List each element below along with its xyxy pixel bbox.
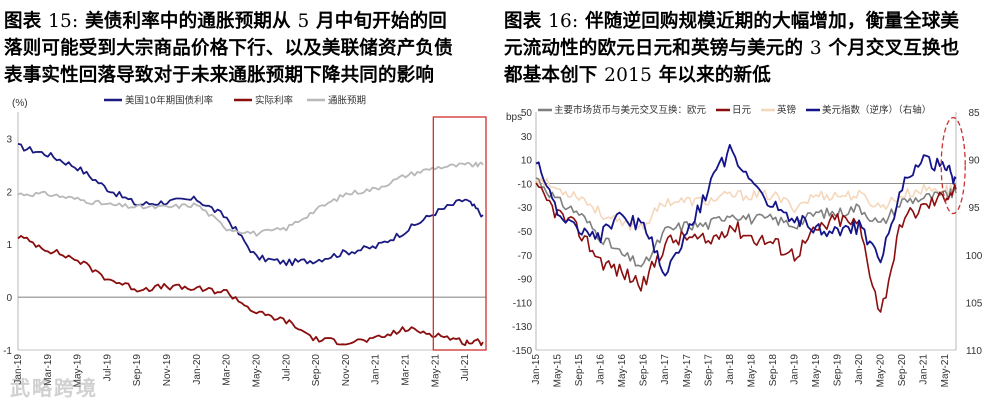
y-tick-label: 30 [521,132,533,143]
figure-15-title-line3: 表事实性回落导致对于未来通胀预期下降共同的影响 [4,65,435,86]
x-tick-label: May-15 [553,354,564,388]
figure-16-title-line1: 伴随逆回购规模近期的大幅增加，衡量全球美 [585,11,960,32]
x-tick-label: Sep-16 [639,354,650,387]
y2-tick-label: 90 [968,156,980,167]
figure-16-title: 图表 16: 伴随逆回购规模近期的大幅增加，衡量全球美 元流动性的欧元日元和英镑… [504,8,990,89]
x-tick-label: Jan-19 [789,354,800,385]
series-line [535,182,957,313]
x-tick-label: May-21 [940,354,951,388]
figure-16-panel: 图表 16: 伴随逆回购规模近期的大幅增加，衡量全球美 元流动性的欧元日元和英镑… [504,0,994,404]
x-tick-label: Sep-19 [132,354,143,387]
y-tick-label: 2 [6,187,12,198]
x-tick-label: May-18 [746,354,757,388]
y-tick-label: -30 [518,203,533,214]
x-tick-label: Jan-18 [725,354,736,385]
x-tick-label: Mar-21 [401,354,412,386]
x-tick-label: May-20 [251,354,262,388]
y-tick-label: 1 [6,240,12,251]
figure-16-title-year: 2015 [604,65,653,86]
figure-16-title-line3: 都基本创下 [504,65,598,86]
x-tick-label: May-21 [430,354,441,388]
legend-entry: 美元指数（逆序）（右轴） [822,104,931,116]
series-line [535,177,957,231]
figure-15-title: 图表 15: 美债利率中的通胀预期从 5 月中旬开始的回 落则可能受到大宗商品价… [4,8,490,89]
x-tick-label: May-19 [73,354,84,388]
figure-16-title-line2-tail: 个月交叉互换也 [828,38,960,59]
x-tick-label: Sep-20 [897,354,908,387]
figure-15-label: 图表 [4,11,42,32]
y-tick-label: -1 [3,346,12,357]
x-tick-label: Jan-16 [596,354,607,385]
y2-tick-label: 95 [968,203,980,214]
x-tick-label: Jul-20 [281,354,292,382]
y-tick-label: -70 [518,251,533,262]
series-line [17,161,484,237]
x-tick-label: Jul-21 [460,354,471,382]
chart-us-yields: (%) -1 0 1 2 3 Jan-19 Mar-19 May-19 Jul-19 Sep-19 N… [3,95,487,387]
y-tick-label: -90 [518,275,533,286]
x-tick-label: Jan-15 [531,354,542,385]
x-tick-label: Sep-15 [574,354,585,387]
y-tick-label: -150 [512,346,532,357]
x-tick-label: Jan-21 [919,354,930,385]
y2-tick-label: 85 [968,108,980,119]
y-axis-label: (%) [12,98,28,109]
x-tick-label: Jan-17 [660,354,671,385]
x-tick-label: May-16 [617,354,628,388]
x-tick-label: Jul-19 [102,354,113,382]
y-axis-label: bps [506,112,522,123]
series-line [535,143,957,277]
legend-entry: 通胀预期 [328,96,366,107]
legend-entry: 日元 [732,105,752,116]
x-tick-label: May-17 [682,354,693,388]
y2-tick-label: 100 [966,251,983,262]
figure-15-title-num: 5 [297,11,310,32]
figure-15-title-line2: 落则可能受到大宗商品价格下行、以及美联储资产负债 [4,38,453,59]
x-tick-label: Jan-19 [13,354,24,385]
figure-15-title-line1: 美债利率中的通胀预期从 [85,11,291,32]
highlight-box [432,116,487,351]
legend-title: 主要市场货币与美元交叉互换：欧元 [554,104,707,116]
figure-15-number: 15: [48,11,79,32]
x-tick-label: Nov-20 [341,354,352,387]
series-line [17,235,484,347]
figure-16-title-num: 3 [809,38,822,59]
figure-16-number: 16: [548,11,579,32]
x-tick-label: May-20 [876,354,887,388]
y2-tick-label: 110 [966,346,982,357]
y-tick-label: 3 [6,134,12,145]
x-tick-label: Jan-20 [854,354,865,385]
x-tick-label: Sep-20 [311,354,322,387]
x-tick-label: Sep-18 [768,354,779,387]
legend-entry: 英镑 [777,104,796,116]
x-tick-label: Jan-21 [371,354,382,385]
y-tick-label: 50 [521,108,533,119]
x-tick-label: May-19 [811,354,822,388]
figure-16-title-line3-tail: 年以来的新低 [658,65,771,86]
x-tick-label: Mar-19 [43,354,54,386]
x-tick-label: Sep-19 [833,354,844,387]
y-tick-label: -50 [518,227,533,238]
y-tick-label: -10 [518,179,533,190]
y-tick-label: -110 [513,298,533,309]
y-tick-label: -130 [512,322,532,333]
watermark-logo: 武略跨境 [10,376,98,400]
x-tick-label: Nov-19 [162,354,173,387]
series-line [17,143,484,267]
x-tick-label: Jan-20 [192,354,203,385]
y-tick-label: 10 [521,156,533,167]
y2-tick-label: 105 [966,298,983,309]
legend-entry: 美国10年期国债利率 [125,95,214,107]
figure-16-title-line2: 元流动性的欧元日元和英镑与美元的 [504,38,804,59]
legend-entry: 实际利率 [255,95,294,107]
figure-15-panel: 图表 15: 美债利率中的通胀预期从 5 月中旬开始的回 落则可能受到大宗商品价… [3,0,494,404]
y-tick-label: 0 [6,293,12,304]
x-tick-label: Mar-20 [222,354,233,386]
highlight-ellipse [940,116,966,215]
figure-16-label: 图表 [504,11,542,32]
x-tick-label: Sep-17 [703,354,714,387]
figure-15-title-line1-tail: 月中旬开始的回 [316,11,447,32]
